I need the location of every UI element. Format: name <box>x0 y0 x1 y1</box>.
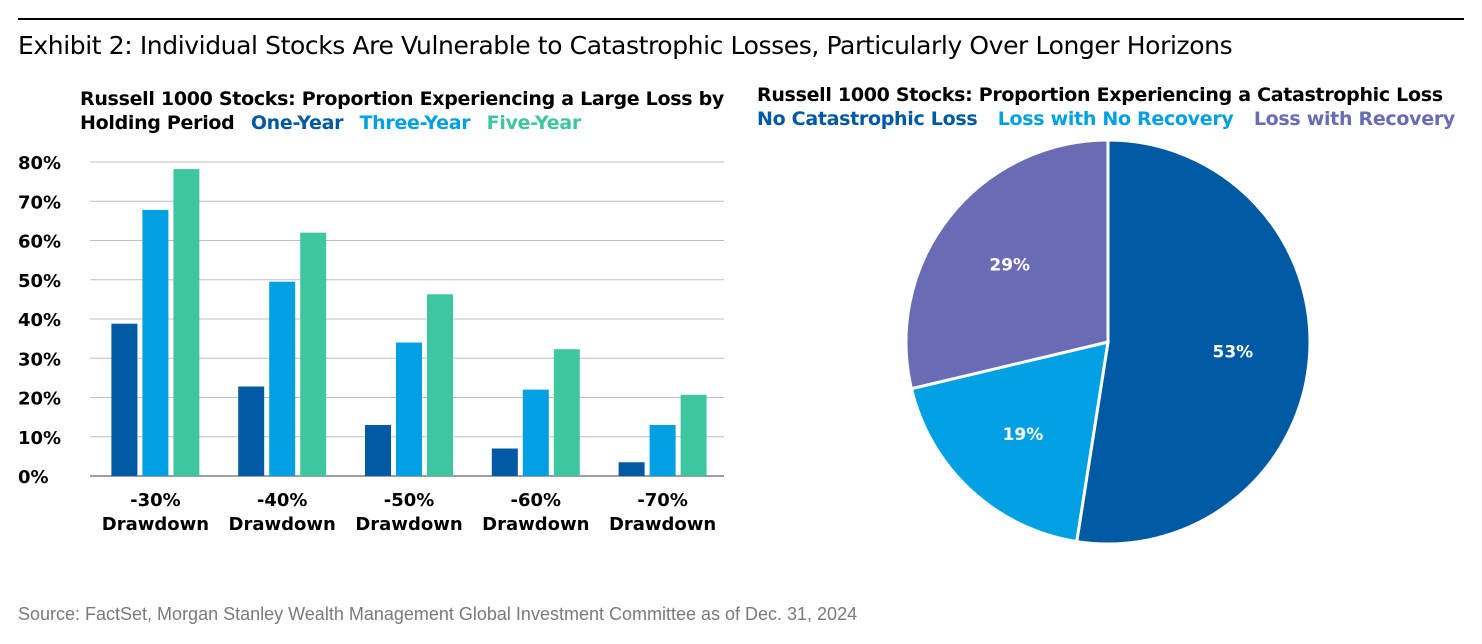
y-tick-label: 30% <box>18 349 61 370</box>
bar-one-year-4 <box>491 448 518 476</box>
bar-chart-title-line2-row: Holding Period One-Year Three-Year Five-… <box>80 111 581 136</box>
x-category-label: Drawdown <box>229 514 336 535</box>
bar-five-year-2 <box>300 232 327 476</box>
legend-three-year: Three-Year <box>359 112 471 134</box>
bar-three-year-2 <box>269 281 296 476</box>
pie-chart-title: Russell 1000 Stocks: Proportion Experien… <box>757 84 1443 106</box>
bar-chart: 0% 10% 20% 30% 40% 50% 60% 70% 80% -30% Drawdown -4… <box>18 153 724 535</box>
y-tick-label: 70% <box>18 192 61 213</box>
bar-chart-title-line2: Holding Period <box>80 112 235 134</box>
bar-three-year-1 <box>142 209 169 476</box>
x-category-label: Drawdown <box>609 514 716 535</box>
bar-five-year-4 <box>553 349 580 476</box>
legend-five-year: Five-Year <box>486 112 582 134</box>
pie-slice-label: 29% <box>989 255 1030 275</box>
x-category-label: -70% <box>637 490 688 511</box>
y-tick-label: 20% <box>18 389 61 410</box>
bar-one-year-3 <box>365 424 391 476</box>
legend-no-catastrophic-loss: No Catastrophic Loss <box>757 108 978 130</box>
y-tick-label: 80% <box>18 153 61 174</box>
x-category-label: -40% <box>257 490 308 511</box>
legend-one-year: One-Year <box>250 112 344 134</box>
bar-one-year-5 <box>618 462 645 476</box>
bar-five-year-3 <box>427 294 453 476</box>
bar-three-year-5 <box>649 424 676 476</box>
bar-three-year-4 <box>522 389 549 476</box>
bar-one-year-1 <box>111 323 138 476</box>
bar-chart-title-line1: Russell 1000 Stocks: Proportion Experien… <box>80 88 724 110</box>
x-category-label: Drawdown <box>482 514 589 535</box>
pie-legend: No Catastrophic Loss Loss with No Recove… <box>757 107 1469 132</box>
legend-loss-with-recovery: Loss with Recovery <box>1253 108 1455 130</box>
x-category-label: -60% <box>511 490 562 511</box>
x-category-label: Drawdown <box>102 514 209 535</box>
y-tick-label: 0% <box>18 467 49 488</box>
pie-slice-1 <box>1074 138 1312 546</box>
y-tick-label: 50% <box>18 271 61 292</box>
y-tick-label: 60% <box>18 232 61 253</box>
pie-slice-label: 53% <box>1213 343 1254 363</box>
exhibit-title: Exhibit 2: Individual Stocks Are Vulnera… <box>18 31 1233 60</box>
x-category-label: -30% <box>130 490 181 511</box>
bar-three-year-3 <box>396 342 422 476</box>
x-category-label: -50% <box>384 490 435 511</box>
pie-slice-2 <box>909 340 1110 544</box>
bar-five-year-1 <box>173 169 200 476</box>
x-category-label: Drawdown <box>355 514 462 535</box>
legend-loss-no-recovery: Loss with No Recovery <box>997 108 1234 130</box>
y-tick-label: 40% <box>18 310 61 331</box>
pie-slice-3 <box>904 138 1110 391</box>
source-note: Source: FactSet, Morgan Stanley Wealth M… <box>18 604 858 624</box>
pie-slice-label: 19% <box>1003 425 1044 445</box>
pie-chart: 53% 19% 29% <box>904 138 1312 546</box>
y-tick-label: 10% <box>18 428 61 449</box>
bar-one-year-2 <box>238 386 265 476</box>
top-rule <box>18 18 1464 20</box>
bar-five-year-5 <box>680 394 707 476</box>
